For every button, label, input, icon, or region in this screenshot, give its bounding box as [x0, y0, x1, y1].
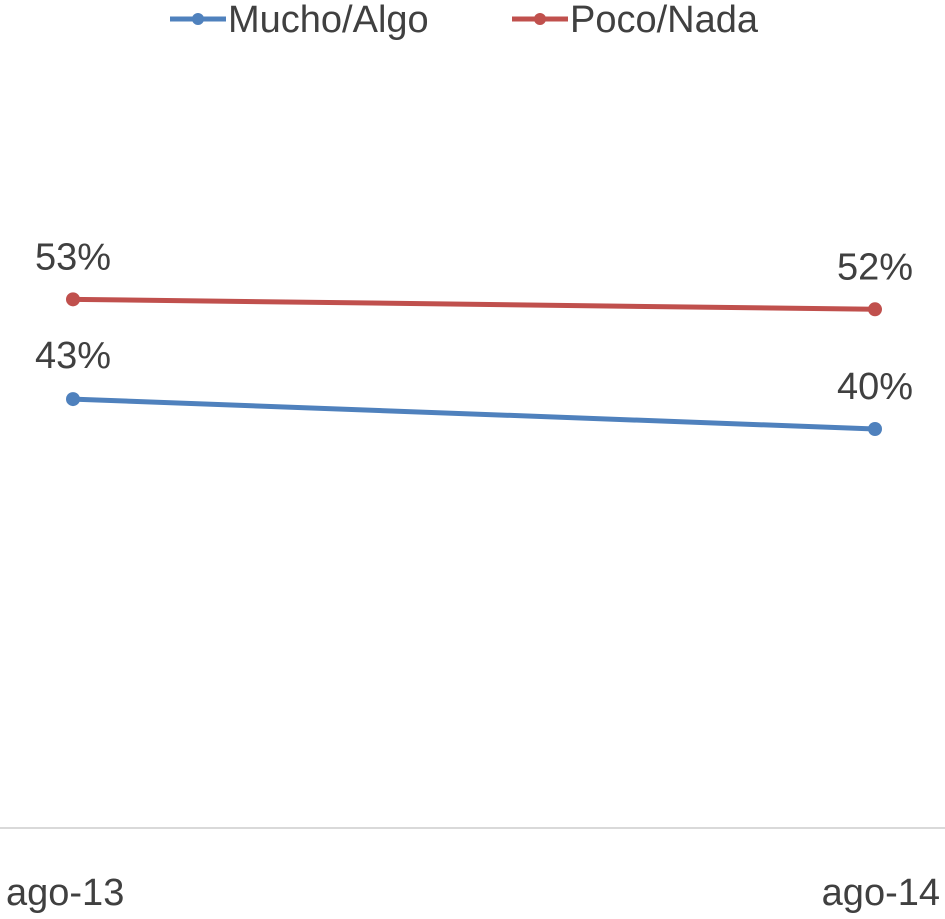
data-point	[66, 292, 80, 307]
legend-label: Mucho/Algo	[228, 0, 429, 41]
legend-dot-marker	[534, 13, 546, 25]
legend: Mucho/Algo Poco/Nada	[170, 0, 759, 41]
x-tick-labels: ago-13 ago-14	[6, 872, 940, 914]
legend-dot-marker	[192, 13, 204, 25]
legend-item: Mucho/Algo	[170, 0, 429, 41]
data-point	[66, 392, 80, 407]
series-layer: 43% 40% 53% 52%	[35, 236, 913, 436]
series-line	[70, 396, 878, 432]
series-poco-nada: 53% 52%	[35, 236, 913, 317]
legend-item: Poco/Nada	[512, 0, 759, 41]
data-label: 40%	[837, 366, 913, 408]
data-point	[868, 302, 882, 317]
series-line	[70, 296, 878, 312]
data-label: 53%	[35, 236, 111, 278]
x-tick-label: ago-14	[822, 872, 940, 914]
data-label: 43%	[35, 335, 111, 377]
legend-label: Poco/Nada	[570, 0, 759, 41]
data-label: 52%	[837, 246, 913, 288]
data-point	[868, 422, 882, 436]
x-tick-label: ago-13	[6, 872, 124, 914]
series-mucho-algo: 43% 40%	[35, 335, 913, 436]
